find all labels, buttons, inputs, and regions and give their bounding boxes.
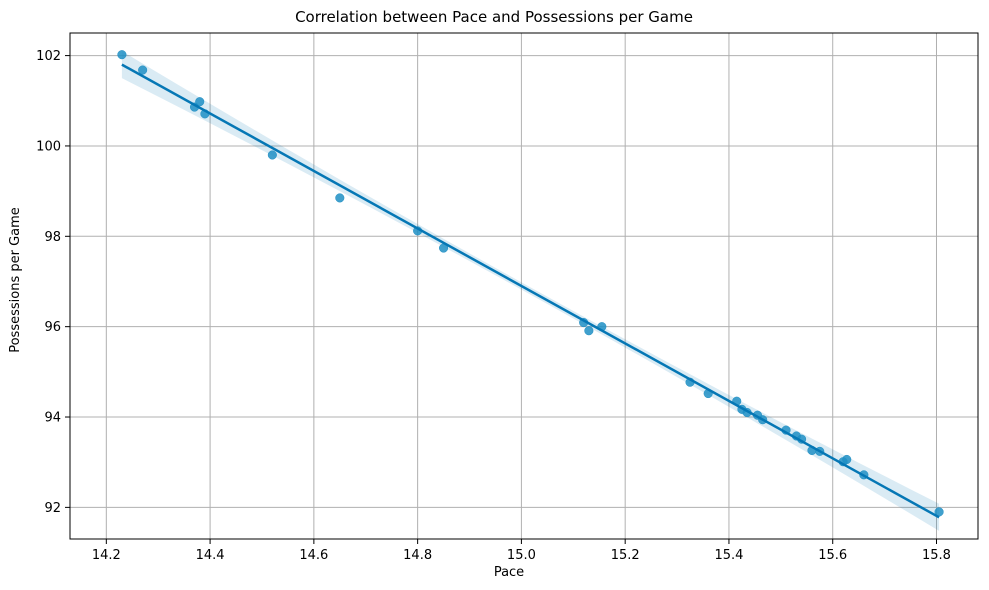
y-tick-label: 92 — [44, 501, 61, 516]
x-tick-label: 15.8 — [922, 548, 951, 563]
x-axis-label: Pace — [494, 565, 524, 580]
data-point — [138, 65, 148, 75]
data-point — [335, 193, 345, 203]
data-point — [842, 454, 852, 465]
chart-title: Correlation between Pace and Possessions… — [295, 8, 693, 26]
x-tick-label: 14.2 — [92, 548, 121, 563]
data-point — [584, 326, 594, 336]
y-tick-label: 96 — [44, 320, 61, 335]
data-point — [267, 150, 277, 160]
x-tick-label: 14.8 — [403, 548, 432, 563]
x-ticks: 14.2 14.4 14.6 14.8 15.0 15.2 15.4 15.6 15.8 — [92, 539, 951, 563]
regression-line-path — [121, 63, 940, 519]
y-tick-label: 102 — [36, 49, 61, 64]
x-tick-label: 15.0 — [507, 548, 536, 563]
x-tick-label: 15.2 — [611, 548, 640, 563]
y-axis-label: Possessions per Game — [8, 207, 23, 353]
y-tick-label: 98 — [44, 230, 61, 245]
x-tick-label: 15.6 — [818, 548, 847, 563]
x-tick-label: 14.4 — [196, 548, 225, 563]
regression-line — [121, 63, 940, 519]
data-point — [195, 97, 205, 107]
plot-frame — [69, 32, 979, 540]
y-tick-label: 94 — [44, 411, 61, 426]
grid — [70, 33, 978, 539]
x-tick-label: 14.6 — [299, 548, 328, 563]
data-point — [117, 50, 127, 60]
y-ticks: 92 94 96 98 100 102 — [36, 49, 70, 516]
y-tick-label: 100 — [36, 139, 61, 154]
x-tick-label: 15.4 — [714, 548, 743, 563]
